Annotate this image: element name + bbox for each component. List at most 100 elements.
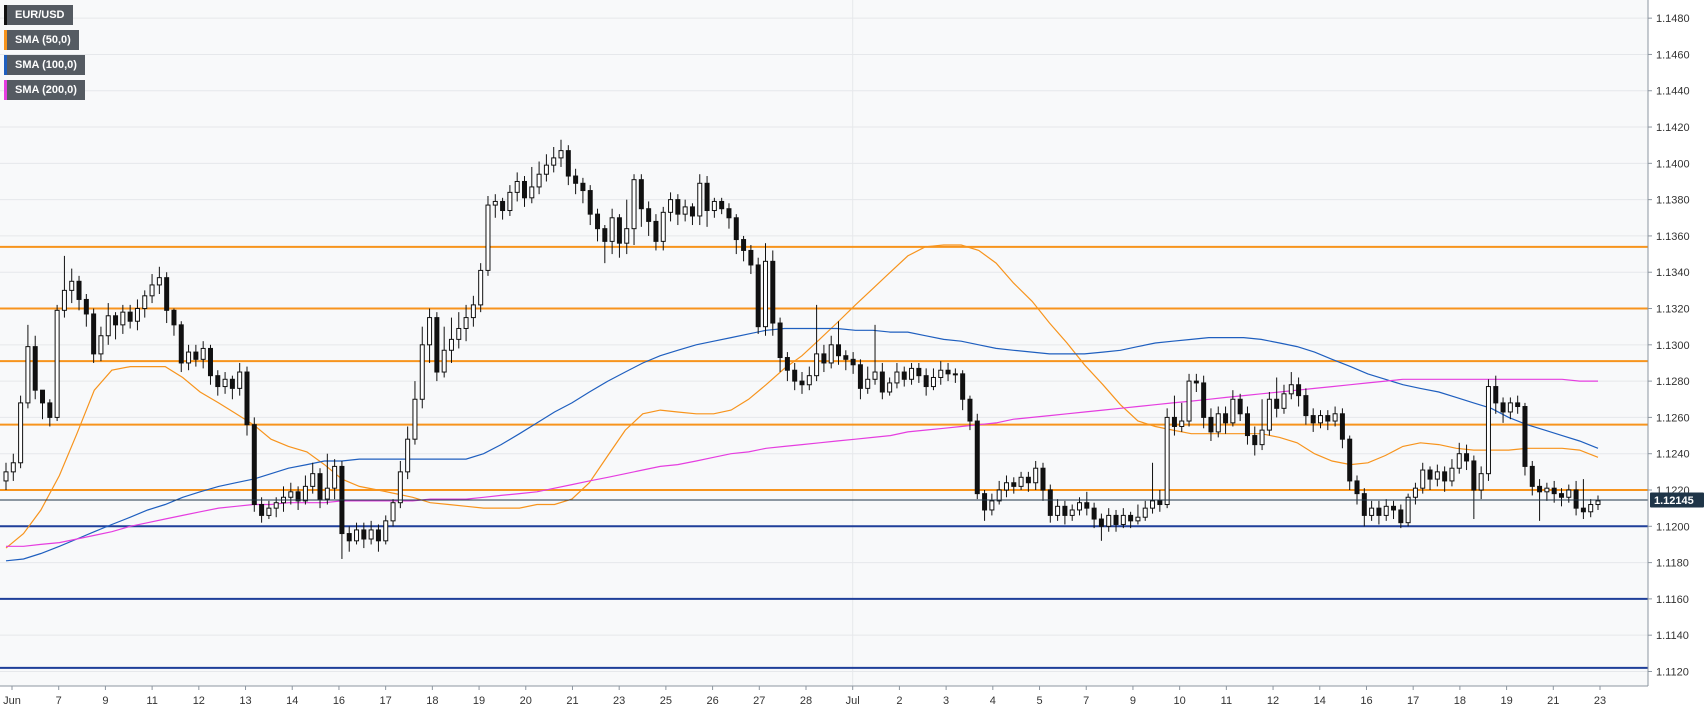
candle-body-bull	[711, 200, 717, 212]
candle	[660, 206, 666, 251]
candle-body-bear	[1361, 493, 1367, 516]
candle	[689, 203, 695, 226]
candle	[558, 139, 564, 167]
candle	[872, 324, 878, 385]
candle-body-bear	[1252, 435, 1258, 446]
candle	[127, 304, 133, 329]
legend-item-eurusd[interactable]: EUR/USD	[4, 5, 73, 25]
candle-body-bear	[821, 353, 827, 364]
candle-body-bear	[1091, 507, 1097, 520]
x-tick-label: 7	[56, 695, 62, 707]
candle	[843, 350, 849, 371]
candle-body-bear	[521, 180, 527, 199]
candle-body-bull	[1215, 413, 1221, 433]
legend-item-sma100[interactable]: SMA (100,0)	[4, 55, 85, 75]
candle-body-bear	[215, 375, 221, 388]
candle-body-bear	[784, 357, 790, 371]
candle	[967, 395, 973, 431]
candle-body-bear	[1274, 398, 1280, 409]
candle-body-bull	[485, 204, 491, 271]
candle	[1274, 377, 1280, 418]
y-tick-label: 1.1260	[1656, 412, 1690, 424]
candle-body-bull	[682, 206, 688, 215]
candle-body-bull	[54, 309, 60, 418]
candle-body-bull	[25, 346, 31, 404]
candle	[259, 497, 265, 523]
candle-body-bull	[1003, 482, 1009, 491]
candle-body-bull	[222, 378, 228, 388]
candle	[18, 395, 24, 469]
legend-item-sma50[interactable]: SMA (50,0)	[4, 30, 79, 50]
candle	[1580, 479, 1586, 520]
legend-item-sma200[interactable]: SMA (200,0)	[4, 80, 85, 100]
candle	[500, 197, 506, 220]
candle	[536, 161, 542, 195]
x-tick-label: 20	[520, 695, 532, 707]
candle-body-bear	[799, 380, 805, 386]
candle-body-bear	[595, 213, 601, 230]
candle-body-bear	[1464, 453, 1470, 462]
candle	[412, 381, 418, 445]
candle	[792, 362, 798, 391]
candle	[1361, 488, 1367, 527]
candle-body-bear	[689, 206, 695, 217]
candle	[1456, 442, 1462, 474]
last-price-tag-bg	[1650, 492, 1704, 508]
candle-body-bull	[1383, 505, 1389, 516]
x-tick-label: 27	[753, 695, 765, 707]
candle	[346, 526, 352, 552]
candle-body-bear	[1296, 384, 1302, 397]
candle	[1332, 406, 1338, 427]
candle-body-bear	[1244, 413, 1250, 437]
candle	[945, 362, 951, 382]
candle-body-bear	[1339, 413, 1345, 440]
y-tick-label: 1.1320	[1656, 304, 1690, 316]
candle	[675, 194, 681, 226]
candle-body-bull	[1588, 504, 1594, 513]
candle	[186, 344, 192, 371]
candle	[76, 275, 82, 311]
candle-body-bear	[1500, 402, 1506, 413]
candle	[273, 497, 279, 518]
candle-body-bull	[1369, 507, 1375, 516]
candle-body-bear	[1551, 487, 1557, 495]
candle	[1150, 462, 1156, 514]
candle-body-bear	[83, 298, 89, 315]
candle-body-bear	[1391, 505, 1397, 511]
candle	[638, 174, 644, 227]
candle	[726, 203, 732, 229]
candle-body-bear	[259, 504, 265, 516]
candle	[777, 317, 783, 373]
candle	[784, 352, 790, 382]
legend-label: EUR/USD	[15, 9, 65, 21]
candle	[178, 321, 184, 373]
candle-body-bear	[1128, 514, 1134, 522]
candle	[288, 482, 294, 505]
candle	[1120, 508, 1126, 529]
candle	[704, 176, 710, 227]
candle-body-bull	[1434, 471, 1440, 480]
candle-body-bear	[1573, 489, 1579, 509]
indicator-legend: EUR/USD SMA (50,0) SMA (100,0) SMA (200,…	[4, 5, 85, 105]
candle	[1025, 471, 1031, 492]
candle-body-bear	[32, 346, 38, 391]
candle-body-bull	[463, 317, 469, 329]
candle	[1266, 392, 1272, 436]
candle-body-bull	[69, 280, 75, 291]
candle	[770, 250, 776, 336]
candle	[580, 177, 586, 204]
x-tick-label: 14	[1314, 695, 1326, 707]
candle	[91, 308, 97, 363]
candle	[463, 304, 469, 342]
x-tick-label: 11	[1221, 695, 1232, 707]
candle	[1091, 502, 1097, 529]
candle	[3, 462, 9, 490]
candle-body-bull	[18, 402, 24, 464]
x-tick-label: 28	[800, 695, 812, 707]
candle	[857, 359, 863, 400]
candle-body-bear	[792, 369, 798, 382]
x-tick-label: 26	[706, 695, 718, 707]
candle-body-bear	[587, 190, 593, 215]
candle	[1471, 455, 1477, 520]
